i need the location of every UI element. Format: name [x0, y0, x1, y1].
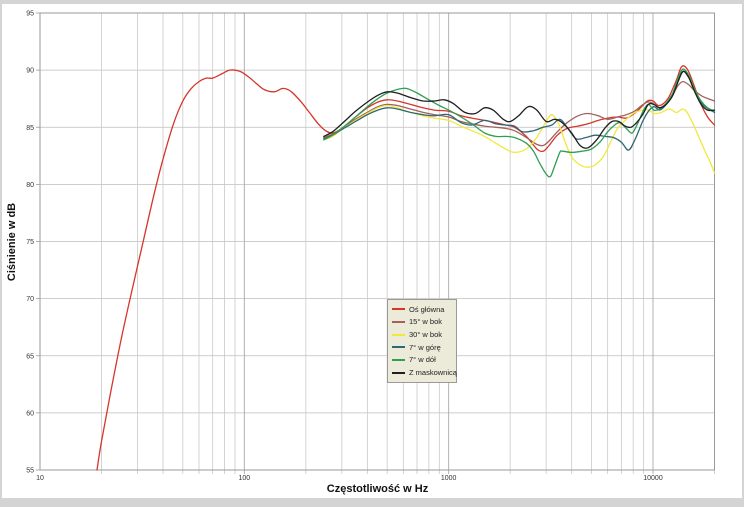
y-tick-label: 85	[26, 125, 34, 132]
legend-item-3: 7° w górę	[392, 343, 452, 352]
legend-item-2: 30° w bok	[392, 330, 452, 339]
series-line-5	[323, 70, 716, 149]
legend-swatch-icon	[392, 320, 405, 323]
plot-frame	[39, 12, 715, 471]
legend-swatch-icon	[392, 358, 405, 361]
y-tick-label: 55	[26, 468, 34, 475]
legend-swatch-icon	[392, 346, 405, 349]
legend-label: Oś główna	[409, 304, 445, 314]
y-tick-label: 75	[26, 239, 34, 246]
legend-label: 7° w dół	[409, 355, 436, 365]
y-tick-label: 65	[26, 353, 34, 360]
x-tick-label: 1000	[441, 475, 457, 482]
legend-label: 7° w górę	[409, 342, 441, 352]
x-axis-title: Częstotliwość w Hz	[326, 483, 429, 495]
legend-item-1: 15° w bok	[392, 317, 452, 326]
legend-swatch-icon	[392, 371, 405, 374]
y-tick-label: 60	[26, 410, 34, 417]
legend-swatch-icon	[392, 308, 405, 311]
legend: Oś główna 15° w bok 30° w bok 7° w górę 7° w…	[387, 299, 457, 383]
y-tick-label: 90	[26, 68, 34, 75]
series-line-0	[96, 65, 716, 471]
legend-item-4: 7° w dół	[392, 355, 452, 364]
legend-swatch-icon	[392, 333, 405, 336]
legend-label: 15° w bok	[409, 317, 443, 327]
series-line-4	[323, 68, 716, 178]
legend-label: 30° w bok	[409, 330, 443, 340]
legend-item-5: Z maskownicą	[392, 368, 457, 377]
y-tick-label: 80	[26, 182, 34, 189]
y-tick-label: 70	[26, 296, 34, 303]
frequency-response-plot: 55 60 65 70 75 80 85 90 95 10 100 1000 10000	[26, 11, 716, 482]
x-tick-label: 10	[36, 475, 44, 482]
legend-item-0: Oś główna	[392, 305, 452, 314]
x-tick-label: 100	[238, 475, 250, 482]
x-tick-label: 10000	[643, 475, 663, 482]
chart-canvas: 55 60 65 70 75 80 85 90 95 10 100 1000 10000 Ciśnien…	[2, 4, 742, 498]
legend-label: Z maskownicą	[409, 368, 457, 378]
y-axis-title: Ciśnienie w dB	[6, 202, 18, 282]
y-tick-label: 95	[26, 11, 34, 18]
